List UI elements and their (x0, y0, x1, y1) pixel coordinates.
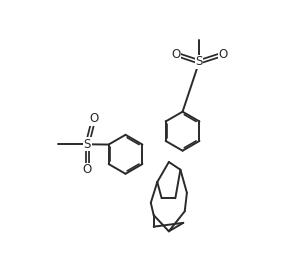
Text: S: S (195, 55, 203, 68)
Text: O: O (89, 112, 98, 125)
Text: O: O (83, 163, 92, 176)
Text: O: O (171, 48, 181, 61)
Text: O: O (218, 48, 228, 61)
Text: S: S (84, 138, 91, 151)
